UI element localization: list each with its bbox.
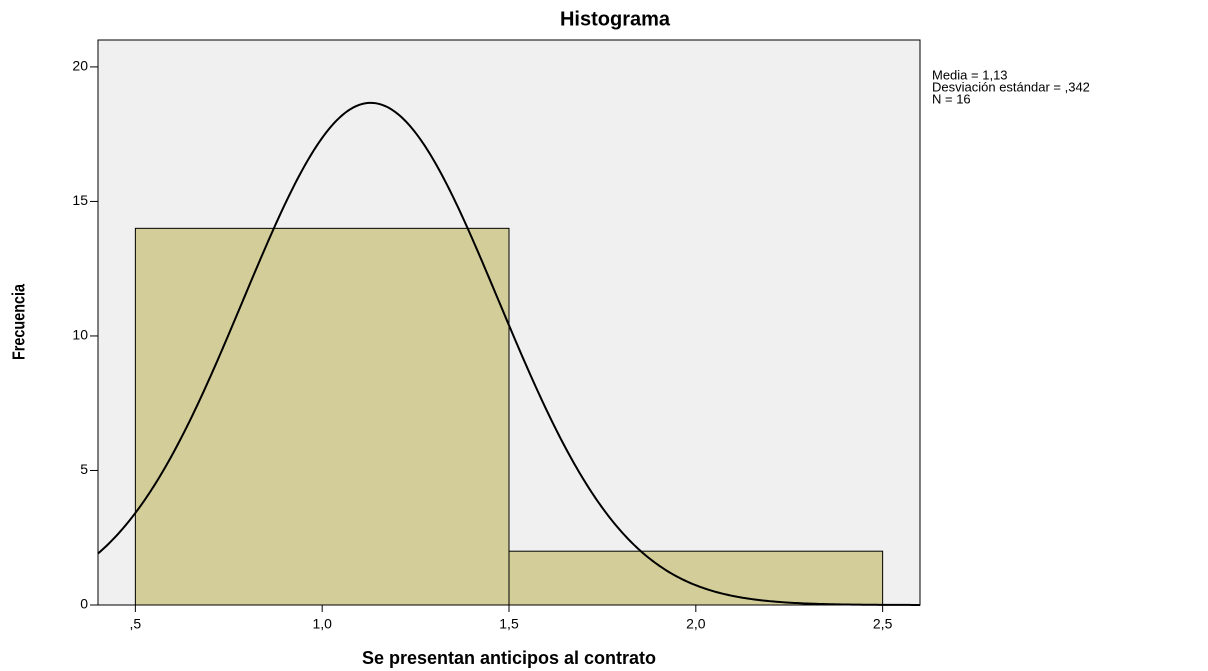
y-tick-label: 15 bbox=[72, 192, 88, 208]
x-axis-label: Se presentan anticipos al contrato bbox=[362, 648, 656, 668]
chart-title: Histograma bbox=[560, 8, 671, 30]
bar bbox=[508, 550, 884, 606]
y-tick-label: 0 bbox=[80, 596, 88, 612]
stat-label: N = 16 bbox=[932, 91, 971, 106]
y-tick-label: 20 bbox=[72, 58, 88, 74]
x-tick-label: 2,0 bbox=[686, 616, 706, 632]
x-tick-label: 1,5 bbox=[499, 616, 519, 632]
stat-label: Media = 1,13 bbox=[932, 67, 1008, 82]
bar bbox=[134, 227, 510, 606]
y-tick-label: 10 bbox=[72, 327, 88, 343]
x-tick-label: ,5 bbox=[130, 616, 142, 632]
y-axis-label: Frecuencia bbox=[9, 283, 29, 360]
normal-curve bbox=[97, 101, 920, 606]
x-tick-label: 1,0 bbox=[312, 616, 332, 632]
y-tick-label: 5 bbox=[80, 461, 88, 477]
x-tick-label: 2,5 bbox=[873, 616, 893, 632]
stat-label: Desviación estándar = ,342 bbox=[932, 79, 1090, 94]
